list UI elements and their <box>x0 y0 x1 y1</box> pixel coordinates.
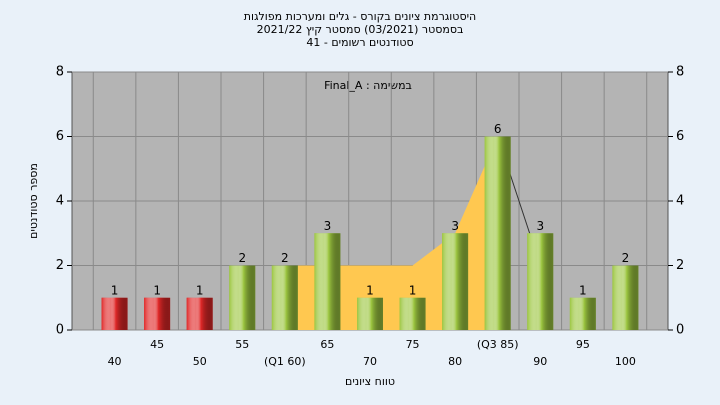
data-label: 1 <box>196 283 204 297</box>
x-tick-label: 70 <box>363 355 377 368</box>
y2-tick-label: 2 <box>676 258 684 273</box>
y-tick-label: 6 <box>56 129 64 144</box>
y-tick-label: 2 <box>56 258 64 273</box>
data-label: 3 <box>451 219 459 233</box>
y2-tick-label: 8 <box>676 65 684 80</box>
annotation: במשימה : Final_A <box>324 79 412 92</box>
bar <box>314 233 341 330</box>
bar <box>527 233 554 330</box>
y2-tick-label: 6 <box>676 129 684 144</box>
data-label: 1 <box>111 283 119 297</box>
y-axis-label: מספר סטודנטים <box>27 163 40 239</box>
y2-tick-label: 0 <box>676 323 684 338</box>
y2-tick-label: 4 <box>676 194 684 209</box>
x-axis-label: טווח ציונים <box>345 375 395 388</box>
bar <box>357 297 383 330</box>
y-tick-label: 4 <box>56 194 64 209</box>
x-tick-label: (Q1 60) <box>264 355 306 368</box>
data-label: 3 <box>324 219 332 233</box>
bar <box>399 297 426 330</box>
data-label: 6 <box>494 122 502 136</box>
x-tick-label: (Q3 85) <box>477 338 519 351</box>
data-label: 2 <box>238 251 246 265</box>
bar <box>442 233 469 330</box>
x-tick-label: 50 <box>193 355 207 368</box>
chart-subtitle: סטודנטים רשומים - 41 <box>306 36 413 49</box>
y-tick-label: 8 <box>56 65 64 80</box>
data-label: 2 <box>622 251 630 265</box>
chart-title: היסטוגרמת ציונים בקורס - גלים ומערכות מפ… <box>244 10 476 23</box>
bar <box>484 136 511 330</box>
x-tick-label: 65 <box>320 338 334 351</box>
data-label: 1 <box>409 283 417 297</box>
data-label: 1 <box>579 283 587 297</box>
data-label: 1 <box>366 283 374 297</box>
bar <box>101 297 128 330</box>
bar <box>569 297 596 330</box>
x-tick-label: 80 <box>448 355 462 368</box>
x-tick-label: 45 <box>150 338 164 351</box>
x-tick-label: 95 <box>576 338 590 351</box>
bar <box>229 265 256 330</box>
bar <box>186 297 213 330</box>
bar <box>144 297 171 330</box>
y-tick-label: 0 <box>56 323 64 338</box>
bar <box>271 265 298 330</box>
x-tick-label: 100 <box>615 355 636 368</box>
x-tick-label: 90 <box>533 355 547 368</box>
data-label: 2 <box>281 251 289 265</box>
chart-subtitle: בסמסטר (03/2021) סמסטר קיץ 2021/22 <box>257 23 464 36</box>
x-tick-label: 40 <box>108 355 122 368</box>
data-label: 3 <box>536 219 544 233</box>
bar <box>612 265 639 330</box>
x-tick-label: 55 <box>235 338 249 351</box>
x-tick-label: 75 <box>406 338 420 351</box>
data-label: 1 <box>153 283 161 297</box>
